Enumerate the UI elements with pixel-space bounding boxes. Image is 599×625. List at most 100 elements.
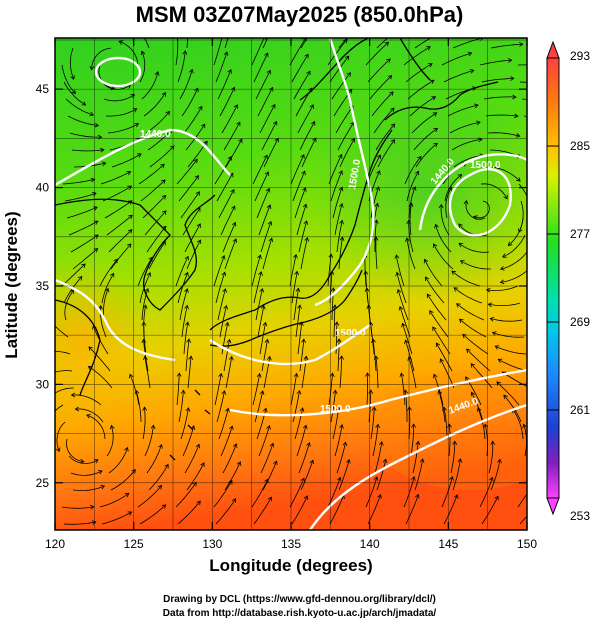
streamline [184, 223, 201, 253]
x-tick-label: 150 [517, 537, 537, 551]
streamline [181, 305, 188, 338]
stream-arrow [142, 355, 148, 361]
stream-arrow [297, 304, 302, 310]
streamline [481, 78, 514, 83]
stream-arrow [336, 476, 342, 482]
streamline [339, 355, 343, 389]
credit-data: Data from http://database.rish.kyoto-u.a… [162, 608, 437, 619]
streamline [339, 138, 355, 168]
streamline [330, 170, 343, 202]
streamline [108, 229, 133, 253]
stream-arrow [218, 372, 223, 378]
stream-arrow [127, 185, 133, 190]
streamline [449, 121, 481, 134]
stream-arrow [438, 203, 444, 209]
stream-arrow [93, 248, 99, 253]
streamline [104, 200, 133, 219]
stream-arrow [346, 458, 351, 464]
stream-arrow [264, 478, 269, 484]
stream-arrow [411, 475, 416, 481]
stream-arrow [134, 389, 140, 395]
stream-arrow [141, 321, 147, 326]
stream-arrow [170, 145, 175, 150]
stream-arrow [429, 310, 434, 315]
stream-arrow [184, 304, 189, 310]
streamline [219, 87, 235, 117]
stream-arrow [404, 339, 409, 345]
streamline [519, 81, 527, 83]
contour-label: 1500.0 [347, 158, 363, 190]
y-tick-label: 30 [36, 377, 50, 391]
streamline [502, 371, 527, 387]
stream-arrow [221, 271, 227, 277]
stream-arrow [309, 104, 314, 109]
stream-arrow [161, 179, 166, 184]
stream-arrow [371, 338, 376, 343]
streamline [335, 105, 354, 134]
stream-arrow [184, 321, 190, 327]
streamline [181, 88, 199, 117]
streamline [111, 153, 142, 168]
streamline [365, 476, 378, 508]
stream-arrow [303, 495, 309, 501]
stream-arrow [411, 423, 417, 428]
stream-arrow [266, 425, 271, 430]
streamline [409, 203, 412, 236]
stream-arrow [373, 355, 379, 360]
stream-arrow [226, 338, 232, 344]
streamline [143, 38, 150, 49]
streamline [443, 70, 474, 83]
streamline [399, 306, 411, 338]
streamline [294, 187, 306, 219]
stream-arrow [557, 47, 561, 51]
streamline [451, 270, 481, 287]
streamline [214, 373, 222, 406]
streamline [299, 121, 316, 151]
stream-arrow [507, 57, 513, 63]
streamline [251, 479, 269, 508]
streamline [178, 175, 199, 202]
stream-arrow [131, 468, 136, 474]
stream-arrow [161, 225, 167, 231]
stream-arrow [126, 171, 132, 176]
stream-arrow [293, 253, 298, 259]
stream-arrow [423, 258, 429, 264]
streamline [366, 372, 368, 406]
streamline [376, 459, 387, 491]
streamline [456, 303, 485, 321]
streamline [72, 485, 105, 492]
stream-arrow [390, 123, 396, 129]
stream-arrow [231, 498, 237, 503]
streamline [487, 132, 520, 137]
stream-arrow [194, 87, 199, 93]
stream-arrow [342, 441, 348, 447]
streamline [300, 460, 314, 491]
colorbar-tick-label: 261 [570, 403, 590, 417]
stream-arrow [377, 493, 382, 499]
stream-arrow [387, 75, 393, 80]
streamline [176, 373, 180, 406]
streamline [61, 506, 94, 509]
streamline [503, 394, 522, 423]
stream-arrow [465, 376, 470, 381]
streamline [375, 236, 378, 270]
streamline [175, 482, 197, 508]
streamline [481, 496, 499, 525]
streamline [300, 38, 308, 49]
y-tick-label: 45 [36, 82, 50, 96]
colorbar-tick-label: 277 [570, 227, 590, 241]
stream-arrow [414, 170, 420, 176]
stream-arrow [262, 407, 268, 413]
stream-arrow [266, 355, 272, 361]
stream-arrow [196, 239, 202, 245]
stream-arrow [175, 33, 179, 37]
streamline [257, 305, 265, 338]
streamline [444, 174, 462, 202]
streamline [64, 192, 97, 202]
streamline [426, 293, 447, 321]
stream-arrow [301, 338, 306, 344]
stream-arrow [267, 220, 273, 226]
stream-arrow [489, 316, 495, 322]
streamline [409, 96, 436, 117]
stream-arrow [271, 103, 276, 109]
